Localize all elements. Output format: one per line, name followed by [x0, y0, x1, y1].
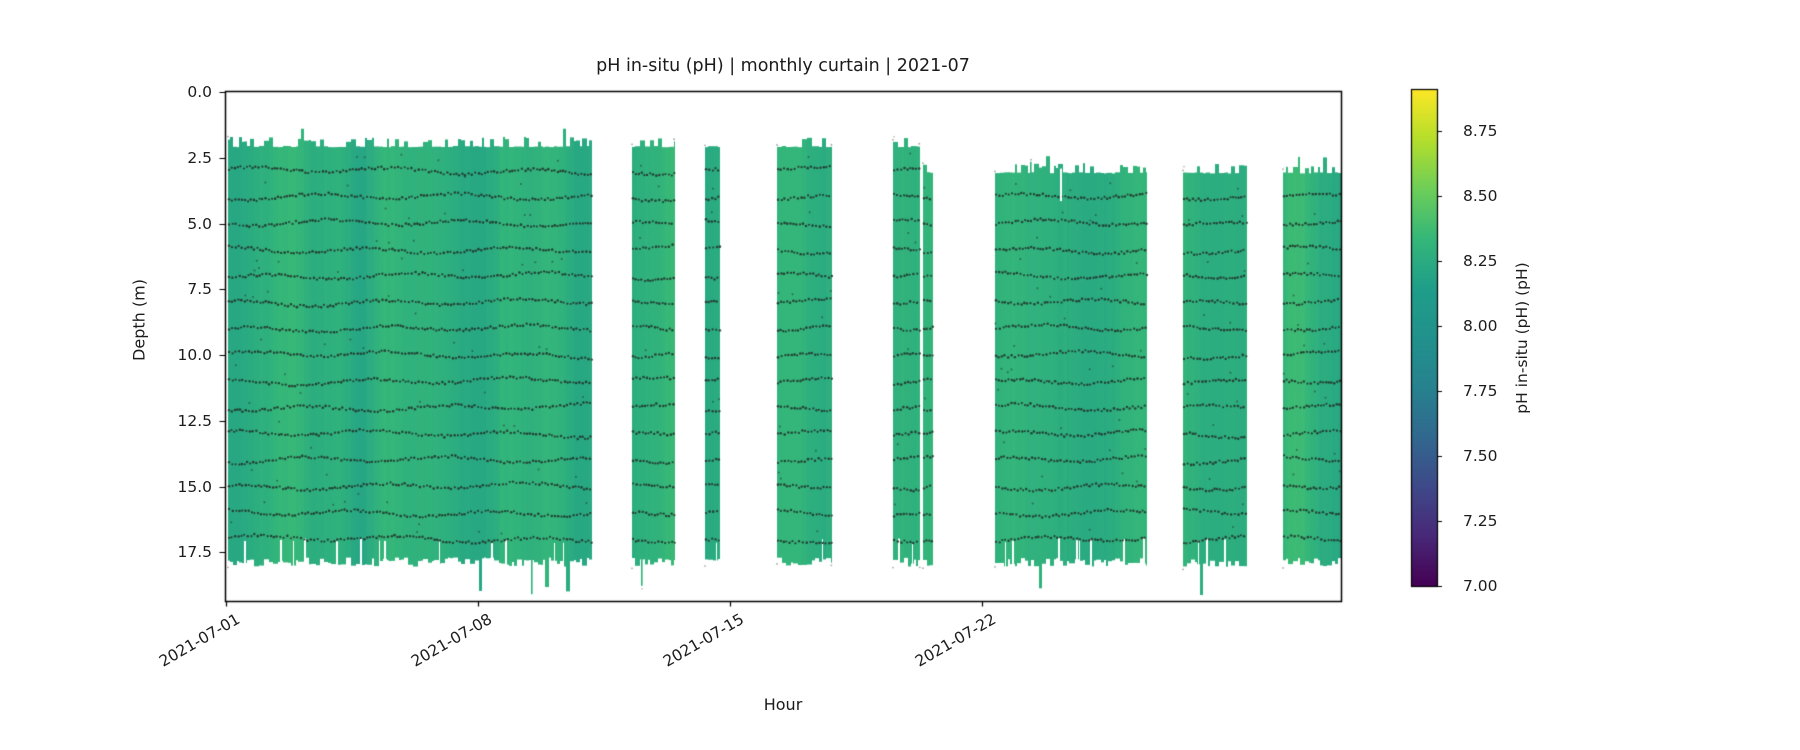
- colorbar-tick-label: 7.25: [1463, 511, 1498, 530]
- y-axis-label: Depth (m): [129, 279, 149, 361]
- colorbar-tick-label: 8.00: [1463, 316, 1498, 335]
- y-tick-label: 7.5: [187, 280, 212, 299]
- colorbar-tick-label: 7.50: [1463, 446, 1498, 465]
- colorbar-tick-label: 8.25: [1463, 251, 1498, 270]
- x-axis-label: Hour: [763, 695, 803, 714]
- y-tick-label: 2.5: [187, 148, 212, 167]
- y-tick-label: 10.0: [177, 346, 212, 364]
- y-tick-label: 17.5: [177, 543, 212, 562]
- chart-title: pH in-situ (pH) | monthly curtain | 2021…: [596, 56, 970, 76]
- y-tick-label: 12.5: [177, 411, 212, 430]
- colorbar-tick-label: 8.50: [1463, 186, 1498, 205]
- colorbar-label: pH in-situ (pH) (pH): [1513, 262, 1531, 414]
- y-tick-label: 0.0: [187, 83, 212, 101]
- y-tick-label: 15.0: [177, 477, 212, 496]
- y-tick-label: 5.0: [187, 214, 212, 233]
- colorbar-tick-label: 8.75: [1463, 121, 1498, 140]
- colorbar-tick-label: 7.75: [1463, 381, 1498, 400]
- colorbar-tick-label: 7.00: [1463, 577, 1498, 595]
